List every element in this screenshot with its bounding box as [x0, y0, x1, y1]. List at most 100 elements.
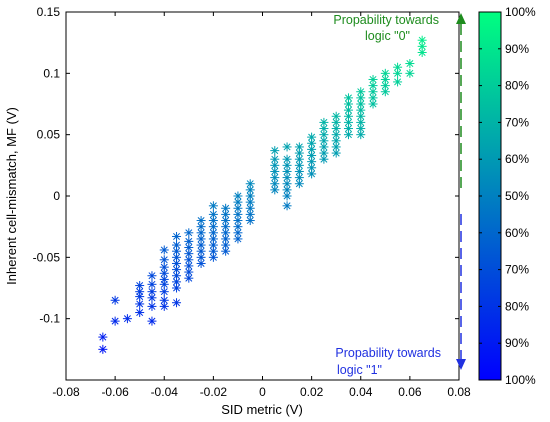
data-point — [270, 146, 280, 156]
data-point — [184, 249, 194, 259]
data-point — [172, 231, 182, 241]
y-tick-label: 0.05 — [37, 128, 61, 142]
colorbar — [478, 11, 502, 381]
data-point — [343, 105, 353, 115]
data-point — [393, 77, 403, 87]
data-point — [122, 314, 132, 324]
colorbar-tick-label: 60% — [505, 152, 529, 166]
y-tick-label: -0.1 — [39, 312, 60, 326]
data-point — [343, 130, 353, 140]
x-axis-ticks: -0.08 -0.06 -0.04 -0.02 0 0.02 0.04 0.06 0.08 — [52, 12, 471, 399]
data-point — [282, 166, 292, 176]
data-point — [208, 201, 218, 211]
data-point — [307, 151, 317, 161]
data-point — [147, 279, 157, 289]
data-point — [147, 301, 157, 311]
x-tick-label: 0 — [259, 385, 266, 399]
data-point — [184, 228, 194, 238]
data-point — [270, 166, 280, 176]
data-point — [159, 245, 169, 255]
data-point — [184, 273, 194, 283]
data-point — [270, 160, 280, 170]
colorbar-tick-label: 50% — [505, 189, 529, 203]
data-point — [147, 287, 157, 297]
data-point — [307, 132, 317, 142]
data-point — [208, 216, 218, 226]
data-point — [282, 160, 292, 170]
data-point — [356, 99, 366, 109]
colorbar-ticks: 100% 90% 80% 70% 60% 50% 60% 70% 80% 90% 100% — [479, 5, 536, 387]
colorbar-tick-label: 100% — [505, 5, 536, 19]
data-point — [331, 111, 341, 121]
y-axis-ticks: 0.15 0.1 0.05 0 -0.05 -0.1 — [33, 5, 459, 326]
data-point — [356, 93, 366, 103]
data-point — [221, 222, 231, 232]
data-point — [233, 222, 243, 232]
data-point — [208, 234, 218, 244]
data-point — [356, 87, 366, 97]
annotation-logic-0-line1: Propability towards — [333, 13, 439, 27]
data-point — [135, 308, 145, 318]
y-tick-label: 0.1 — [43, 66, 60, 80]
data-point — [172, 240, 182, 250]
data-point — [356, 117, 366, 127]
data-point — [282, 179, 292, 189]
data-point — [245, 209, 255, 219]
data-point — [245, 197, 255, 207]
data-point — [319, 117, 329, 127]
colorbar-tick-label: 80% — [505, 299, 529, 313]
data-point — [172, 298, 182, 308]
x-tick-label: -0.04 — [151, 385, 179, 399]
data-point — [110, 316, 120, 326]
arrow-up-icon — [456, 13, 466, 188]
colorbar-tick-label: 90% — [505, 336, 529, 350]
data-point — [147, 316, 157, 326]
data-point — [368, 74, 378, 84]
data-point — [98, 332, 108, 342]
data-point — [196, 258, 206, 268]
data-point — [245, 179, 255, 189]
data-point — [331, 136, 341, 146]
data-point — [393, 62, 403, 72]
data-point — [405, 59, 415, 69]
x-tick-label: 0.06 — [398, 385, 422, 399]
x-tick-label: 0.04 — [349, 385, 373, 399]
data-point — [294, 142, 304, 152]
data-point — [221, 234, 231, 244]
data-point — [233, 197, 243, 207]
data-point — [135, 281, 145, 291]
data-point — [343, 93, 353, 103]
colorbar-tick-label: 70% — [505, 115, 529, 129]
data-point — [147, 271, 157, 281]
data-point — [184, 236, 194, 246]
data-point — [380, 68, 390, 78]
x-tick-label: -0.02 — [200, 385, 228, 399]
annotation-logic-1-line2: logic "1" — [337, 363, 382, 377]
data-point — [405, 68, 415, 78]
colorbar-tick-label: 90% — [505, 42, 529, 56]
data-point — [208, 209, 218, 219]
data-point — [282, 154, 292, 164]
data-point — [270, 154, 280, 164]
data-point — [233, 191, 243, 201]
x-tick-label: -0.08 — [52, 385, 80, 399]
colorbar-tick-label: 100% — [505, 373, 536, 387]
y-tick-label: 0.15 — [37, 5, 61, 19]
colorbar-tick-label: 80% — [505, 79, 529, 93]
data-point — [98, 344, 108, 354]
x-tick-label: 0.02 — [300, 385, 324, 399]
data-point — [282, 142, 292, 152]
annotation-logic-1-line1: Propability towards — [335, 346, 441, 360]
colorbar-tick-label: 60% — [505, 226, 529, 240]
x-tick-label: 0.08 — [447, 385, 471, 399]
colorbar-tick-label: 70% — [505, 263, 529, 277]
y-axis-label: Inherent cell-mismatch, MF (V) — [4, 107, 19, 285]
data-point — [196, 216, 206, 226]
data-point — [159, 255, 169, 265]
annotation-logic-0-line2: logic "0" — [365, 29, 410, 43]
data-point — [159, 301, 169, 311]
data-point — [221, 203, 231, 213]
y-tick-label: -0.05 — [33, 250, 61, 264]
arrow-down-icon — [456, 214, 466, 370]
